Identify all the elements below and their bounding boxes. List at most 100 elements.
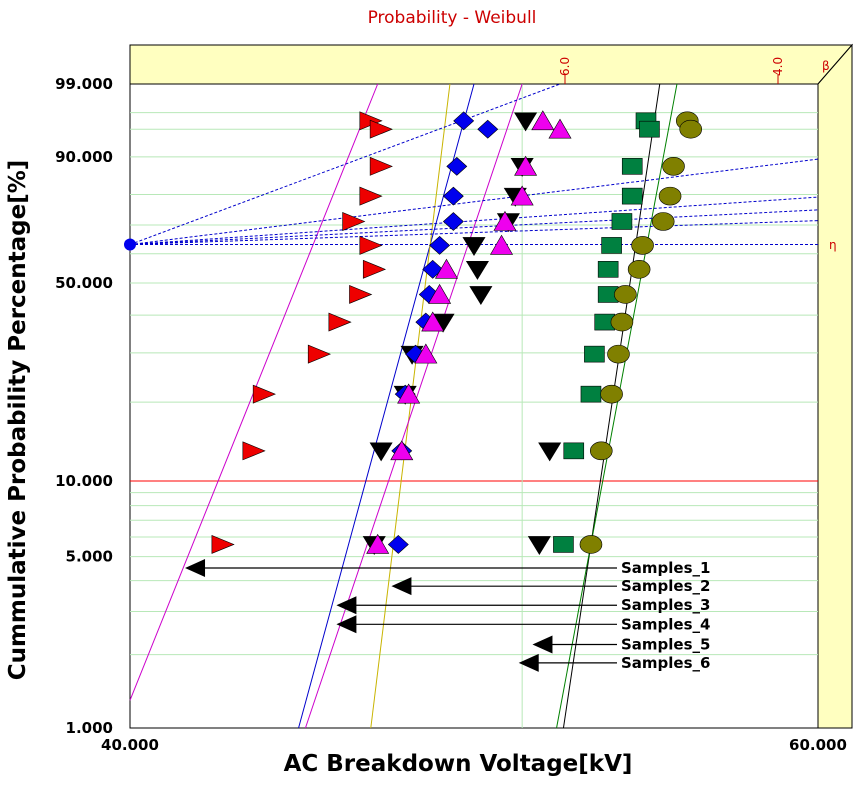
data-point [422, 259, 444, 279]
data-point [434, 258, 459, 279]
data-point [387, 535, 409, 554]
data-point [359, 186, 383, 206]
data-point [658, 186, 682, 206]
data-point [469, 286, 493, 306]
data-point [514, 112, 538, 132]
y-tick-label: 10.000 [55, 472, 113, 490]
data-point [465, 261, 489, 280]
data-point [597, 261, 619, 278]
fit-line [370, 83, 451, 729]
data-point [621, 187, 643, 205]
data-point [366, 533, 390, 554]
data-point [548, 118, 572, 139]
annotation-label: Samples_3 [621, 596, 710, 614]
data-point [397, 383, 421, 404]
guide-lines [124, 83, 819, 251]
annotation-arrow-head [391, 577, 412, 596]
y-tick-label: 99.000 [55, 75, 113, 93]
data-point [621, 158, 643, 175]
data-point [527, 536, 551, 556]
data-point [607, 344, 630, 364]
y-tick-label: 50.000 [55, 274, 113, 292]
data-point [579, 535, 603, 554]
data-point [428, 283, 452, 304]
data-point [307, 344, 331, 364]
data-point [446, 156, 468, 176]
y-tick-label: 90.000 [55, 148, 113, 166]
fit-line [298, 83, 475, 729]
x-tick-label: 40.000 [101, 736, 159, 754]
eta-scale-band [817, 43, 853, 729]
data-point [362, 259, 387, 279]
eta-label: η [829, 238, 837, 252]
data-point [349, 285, 373, 304]
fit-lines [129, 83, 678, 729]
x-tick-labels: 40.000 60.000 [101, 736, 847, 754]
data-point [510, 185, 534, 206]
data-point [369, 442, 393, 462]
data-point [631, 236, 654, 255]
data-point [611, 213, 633, 230]
annotation-label: Samples_6 [621, 654, 710, 672]
data-point [563, 442, 585, 460]
data-point [462, 237, 486, 256]
data-point [614, 285, 637, 304]
fit-line [304, 83, 523, 729]
data-point [414, 343, 438, 364]
data-point [679, 119, 703, 139]
y-tick-labels: 99.000 90.000 50.000 10.000 5.000 1.000 [55, 75, 113, 737]
data-point [584, 345, 605, 363]
annotation-arrow-head [185, 559, 206, 578]
y-tick-label: 1.000 [66, 719, 113, 737]
data-point [369, 119, 393, 139]
chart-title: Probability - Weibull [368, 8, 537, 28]
annotation-label: Samples_5 [621, 635, 710, 653]
annotation-arrow-head [532, 635, 553, 654]
x-axis-label: AC Breakdown Voltage[kV] [284, 751, 633, 777]
eta-origin-point [124, 238, 136, 251]
data-point [639, 120, 660, 138]
data-point [662, 157, 685, 176]
data-point [429, 235, 451, 255]
annotation-label: Samples_4 [621, 615, 710, 633]
data-point [369, 156, 393, 176]
data-point [211, 534, 235, 554]
data-point [390, 440, 414, 461]
data-point [627, 260, 651, 279]
beta-scale-band [129, 44, 854, 85]
x-tick-label: 60.000 [789, 736, 847, 754]
data-point [531, 110, 555, 131]
data-point [553, 536, 574, 553]
fit-line [562, 83, 661, 729]
y-axis-label: Cummulative Probability Percentage[%] [5, 160, 31, 681]
data-point [651, 212, 675, 231]
annotation-label: Samples_2 [621, 577, 710, 595]
data-point [342, 212, 366, 231]
beta-label: β [822, 59, 830, 73]
data-markers [211, 110, 703, 556]
beta-tick-label: 4.0 [771, 57, 785, 76]
guide-line [129, 158, 819, 246]
data-point [477, 119, 499, 139]
data-point [359, 235, 383, 255]
data-point [600, 384, 623, 404]
fit-line [556, 83, 678, 729]
annotation-label: Samples_1 [621, 559, 710, 577]
data-point [453, 111, 475, 131]
data-point [421, 311, 445, 332]
data-point [601, 237, 622, 254]
data-point [328, 312, 352, 332]
data-point [580, 385, 602, 403]
data-point [442, 212, 464, 231]
data-point [242, 441, 266, 461]
data-point [489, 234, 514, 255]
data-point [538, 442, 562, 462]
data-point [589, 441, 613, 461]
data-point [514, 155, 538, 176]
y-tick-label: 5.000 [66, 548, 113, 566]
data-point [493, 210, 517, 231]
beta-tick-label: 6.0 [558, 57, 572, 76]
plot-area [129, 83, 819, 729]
data-point [442, 186, 464, 206]
